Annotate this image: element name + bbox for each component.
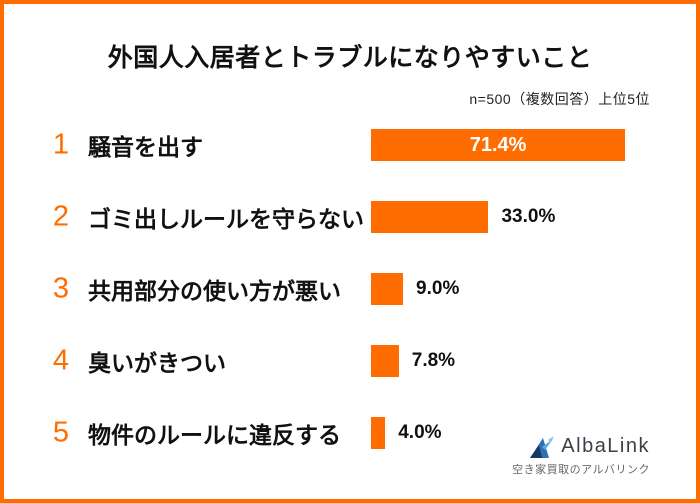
value-label: 7.8% — [411, 350, 456, 371]
bar — [371, 345, 399, 377]
bar-chart: 1 騒音を出す 71.4% 2 ゴミ出しルールを守らない 33.0% 3 共用部… — [4, 109, 696, 469]
rank-number: 1 — [52, 128, 70, 161]
rank-number: 2 — [52, 200, 70, 233]
albalink-logo: AlbaLink 空き家買取のアルバリンク — [512, 435, 650, 477]
rank-number: 5 — [52, 416, 70, 449]
category-label: ゴミ出しルールを守らない — [88, 206, 364, 232]
albalink-logo-icon — [529, 435, 555, 458]
category-label: 騒音を出す — [88, 134, 203, 160]
bar — [371, 201, 489, 233]
category-label: 臭いがきつい — [88, 350, 226, 376]
sample-note: n=500（複数回答）上位5位 — [469, 91, 650, 107]
chart-row: 1 騒音を出す 71.4% — [4, 109, 696, 181]
chart-row: 3 共用部分の使い方が悪い 9.0% — [4, 253, 696, 325]
category-label: 共用部分の使い方が悪い — [88, 278, 341, 304]
bar — [371, 273, 404, 305]
albalink-wordmark: AlbaLink — [561, 435, 650, 457]
bar: 71.4% — [371, 129, 626, 161]
bar — [371, 417, 386, 449]
chart-row: 5 物件のルールに違反する 4.0% — [4, 397, 696, 469]
value-label: 4.0% — [398, 422, 442, 443]
rank-number: 3 — [52, 272, 70, 305]
category-label: 物件のルールに違反する — [88, 422, 341, 448]
rank-number: 4 — [52, 344, 70, 377]
chart-row: 2 ゴミ出しルールを守らない 33.0% — [4, 181, 696, 253]
value-label: 9.0% — [416, 278, 460, 299]
value-label: 71.4% — [469, 133, 527, 156]
chart-row: 4 臭いがきつい 7.8% — [4, 325, 696, 397]
value-label: 33.0% — [501, 206, 556, 227]
albalink-tagline: 空き家買取のアルバリンク — [512, 464, 650, 476]
chart-title: 外国人入居者とトラブルになりやすいこと — [107, 44, 593, 72]
